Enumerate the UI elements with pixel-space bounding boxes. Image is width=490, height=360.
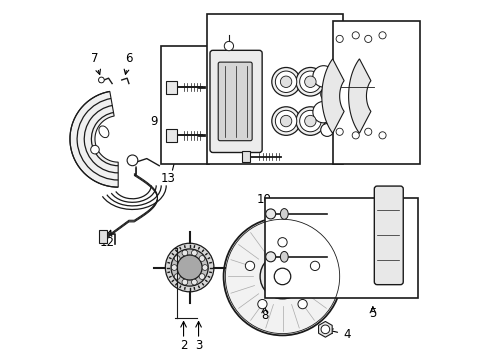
Text: 10: 10 [256, 193, 279, 210]
Text: 5: 5 [369, 307, 377, 320]
Circle shape [379, 132, 386, 139]
Circle shape [127, 155, 138, 166]
Circle shape [192, 250, 197, 256]
Circle shape [352, 132, 359, 139]
Circle shape [260, 254, 305, 299]
Bar [98, 230, 107, 243]
Bar [333, 21, 420, 164]
Circle shape [272, 107, 300, 135]
Circle shape [202, 265, 208, 270]
Circle shape [91, 145, 99, 154]
Circle shape [352, 32, 359, 39]
Circle shape [245, 261, 255, 270]
Text: 1: 1 [296, 234, 318, 247]
Circle shape [165, 243, 214, 292]
Circle shape [174, 274, 180, 279]
FancyBboxPatch shape [218, 62, 252, 141]
Circle shape [174, 256, 180, 261]
Bar [242, 151, 250, 162]
Circle shape [172, 265, 177, 270]
Circle shape [272, 67, 300, 96]
Polygon shape [70, 91, 118, 187]
Circle shape [199, 274, 205, 279]
Bar [161, 46, 209, 164]
Circle shape [298, 300, 307, 309]
Circle shape [171, 249, 208, 286]
Circle shape [321, 123, 334, 136]
Circle shape [365, 35, 372, 42]
Text: 7: 7 [91, 52, 100, 75]
Bar [207, 14, 343, 164]
Ellipse shape [99, 126, 109, 138]
Circle shape [278, 238, 287, 247]
Circle shape [258, 300, 267, 309]
Text: 9: 9 [150, 114, 167, 127]
Circle shape [192, 279, 197, 285]
Circle shape [305, 76, 316, 87]
Bar [167, 129, 177, 142]
Text: 2: 2 [180, 338, 187, 351]
Circle shape [365, 128, 372, 135]
Circle shape [379, 32, 386, 39]
Circle shape [177, 255, 202, 280]
Circle shape [296, 67, 325, 96]
Circle shape [321, 88, 334, 101]
Text: 4: 4 [328, 328, 350, 341]
Circle shape [280, 115, 292, 127]
Circle shape [336, 128, 343, 135]
Polygon shape [348, 59, 371, 133]
Text: 9: 9 [373, 190, 381, 230]
Text: 11: 11 [231, 149, 255, 162]
Text: 12: 12 [99, 236, 114, 249]
Circle shape [321, 325, 330, 334]
Circle shape [274, 268, 291, 285]
Text: 6: 6 [124, 52, 133, 74]
Circle shape [300, 71, 321, 93]
Bar [167, 81, 177, 94]
Circle shape [313, 66, 334, 87]
Circle shape [313, 102, 334, 123]
Bar [265, 198, 418, 298]
Circle shape [300, 111, 321, 132]
Polygon shape [318, 321, 332, 337]
Text: 8: 8 [261, 309, 269, 321]
Circle shape [182, 279, 188, 285]
Circle shape [275, 111, 297, 132]
Circle shape [182, 250, 188, 256]
Circle shape [336, 35, 343, 42]
Circle shape [266, 252, 276, 262]
Circle shape [275, 71, 297, 93]
Circle shape [199, 256, 205, 261]
Circle shape [266, 209, 276, 219]
Ellipse shape [280, 251, 288, 262]
Circle shape [296, 107, 325, 135]
Circle shape [223, 217, 342, 336]
FancyBboxPatch shape [374, 186, 403, 285]
Polygon shape [322, 59, 344, 133]
Ellipse shape [280, 208, 288, 219]
FancyBboxPatch shape [210, 50, 262, 153]
Circle shape [280, 76, 292, 87]
Circle shape [305, 115, 316, 127]
Circle shape [224, 41, 234, 51]
Text: 13: 13 [161, 172, 175, 185]
Text: 3: 3 [195, 338, 202, 351]
Circle shape [310, 261, 319, 270]
Circle shape [98, 77, 104, 83]
